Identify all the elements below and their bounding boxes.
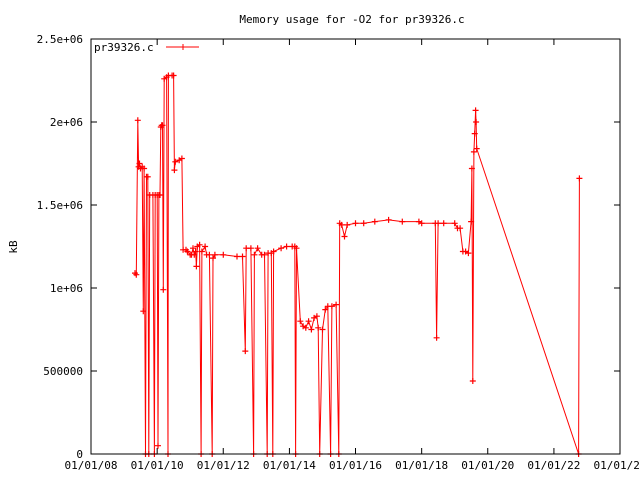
data-point [184,248,191,255]
data-point [202,243,209,250]
data-point [352,220,359,227]
y-tick-label: 2.5e+06 [37,33,83,46]
x-tick-label: 01/01/22 [527,459,580,472]
data-point [333,301,340,308]
data-point [141,165,148,172]
data-point [341,233,348,240]
data-point [471,130,478,137]
data-point [191,251,198,258]
data-point [328,303,335,310]
plot-area [132,72,583,457]
data-point [319,326,326,333]
data-point [465,250,472,257]
y-tick-label: 1.5e+06 [37,199,83,212]
data-point [308,326,315,333]
data-point [385,216,392,223]
x-tick-label: 01/01/08 [65,459,118,472]
data-point [247,245,254,252]
data-point [338,221,345,228]
data-point [473,119,480,125]
data-point [360,220,367,227]
x-tick-label: 01/01/14 [263,459,316,472]
data-point [468,165,475,172]
data-point [251,251,258,258]
data-point [134,117,141,124]
data-point [242,348,249,355]
y-tick-label: 0 [76,448,83,461]
data-point [451,220,458,227]
data-point [433,334,440,341]
data-point [159,122,166,129]
chart-title: Memory usage for -O2 for pr39326.c [239,13,464,26]
x-tick-label: 01/01/16 [329,459,382,472]
data-point [576,175,583,182]
data-point [305,318,312,325]
data-point [178,155,185,162]
y-tick-label: 2e+06 [50,116,83,129]
data-point [278,245,285,252]
plot-frame [90,38,621,455]
data-point [198,248,205,255]
legend-label: pr39326.c [94,41,154,54]
data-point [472,107,479,114]
data-point [171,167,178,174]
data-point [170,72,177,79]
data-point [418,220,425,227]
data-point [157,192,163,198]
data-point [302,324,309,331]
data-point [315,324,322,331]
data-point [239,253,246,260]
y-tick-label: 500000 [43,365,83,378]
data-point [470,148,477,155]
axis-ticks: 0 500000 1e+06 1.5e+06 2e+06 2.5e+06 01/01/08 0… [37,33,640,472]
x-tick-label: 01/01/10 [131,459,184,472]
data-point [196,241,203,248]
data-point [254,245,261,252]
y-tick-label: 1e+06 [50,282,83,295]
data-point [313,313,320,320]
data-point [468,218,475,225]
data-point [133,271,140,278]
data-point [210,255,216,262]
data-point [399,218,406,225]
data-point [220,251,227,258]
data-point [440,220,447,227]
data-point [155,442,161,449]
data-point [371,218,378,225]
data-point [344,221,351,228]
data-point [469,378,476,384]
data-point [297,318,304,325]
data-point [283,243,290,250]
data-point [144,173,151,180]
data-point [160,286,167,293]
legend-marker [180,44,186,50]
data-point [190,245,196,252]
data-point [270,248,277,255]
data-point [140,308,147,315]
data-point [192,248,199,255]
legend: pr39326.c [94,41,199,54]
data-point [193,263,200,270]
data-point [234,253,240,260]
data-point [457,225,464,232]
x-tick-label: 01/01/24 [594,459,640,472]
data-point [322,306,329,313]
data-point [261,251,268,258]
data-point [435,220,442,227]
data-point [293,245,300,252]
x-tick-label: 01/01/12 [197,459,250,472]
data-point [136,160,143,167]
y-axis-label: kB [7,240,20,254]
data-point [206,251,213,258]
x-tick-label: 01/01/20 [461,459,514,472]
x-tick-label: 01/01/18 [395,459,448,472]
data-point [172,158,179,165]
data-point [473,145,480,152]
data-point [211,251,218,258]
